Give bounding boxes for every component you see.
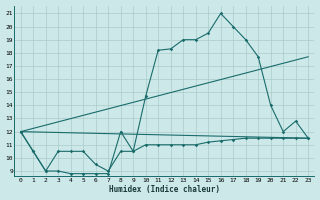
- X-axis label: Humidex (Indice chaleur): Humidex (Indice chaleur): [109, 185, 220, 194]
